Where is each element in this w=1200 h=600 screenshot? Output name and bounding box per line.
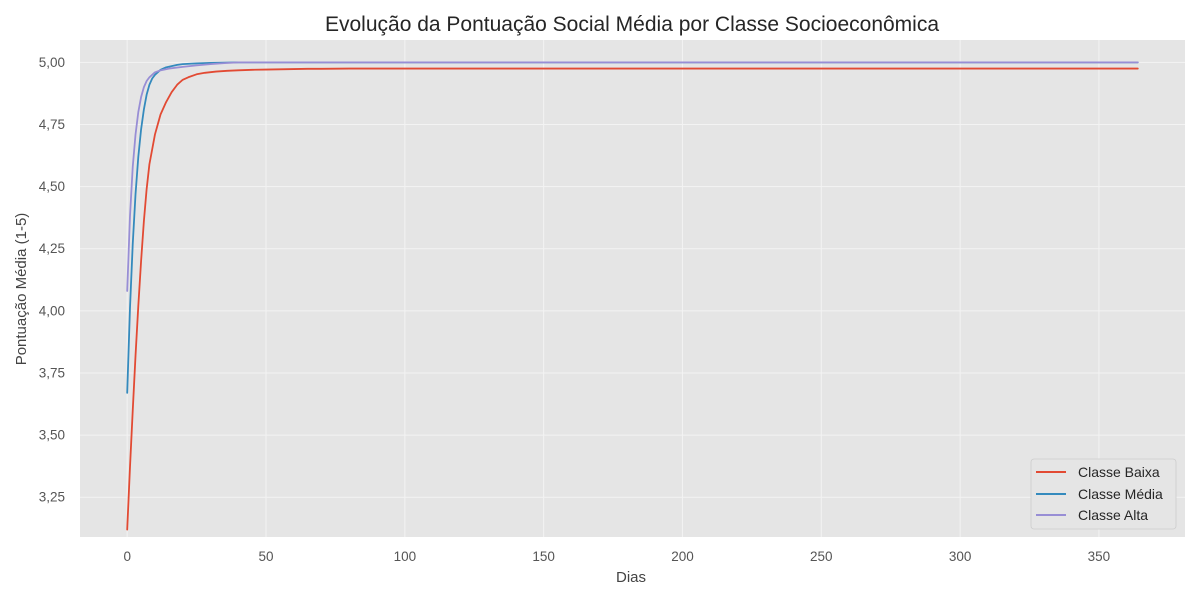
series-lines (126, 61, 1139, 531)
y-tick-label: 3,25 (39, 490, 65, 505)
series-line-classe-alta (126, 61, 1139, 292)
y-tick-label: 4,00 (39, 303, 65, 318)
x-tick-label: 50 (259, 549, 274, 564)
legend: Classe Baixa Classe Média Classe Alta (1030, 458, 1177, 530)
x-tick-label: 150 (532, 549, 555, 564)
series-line-classe-baixa (126, 67, 1139, 531)
x-tick-label: 350 (1088, 549, 1111, 564)
x-tick-label: 0 (123, 549, 131, 564)
y-tick-label: 4,50 (39, 179, 65, 194)
grid-lines (80, 40, 1185, 537)
chart-title: Evolução da Pontuação Social Média por C… (325, 13, 939, 36)
x-tick-label: 100 (394, 549, 417, 564)
legend-box (1030, 458, 1177, 530)
series-line-classe-media (126, 61, 1139, 394)
y-tick-label: 4,75 (39, 117, 65, 132)
y-tick-label: 3,75 (39, 365, 65, 380)
y-axis-label: Pontuação Média (1-5) (13, 213, 30, 366)
x-tick-label: 200 (671, 549, 694, 564)
legend-label-classe-media: Classe Média (1078, 486, 1163, 502)
x-tick-label: 250 (810, 549, 833, 564)
x-axis-ticks: 0 50 100 150 200 250 300 350 (123, 549, 1110, 564)
legend-label-classe-baixa: Classe Baixa (1078, 464, 1160, 480)
y-axis-ticks: 3,25 3,50 3,75 4,00 4,25 4,50 4,75 5,00 (39, 55, 65, 505)
plot-area (80, 40, 1185, 537)
legend-label-classe-alta: Classe Alta (1078, 507, 1148, 523)
x-tick-label: 300 (949, 549, 972, 564)
y-tick-label: 4,25 (39, 241, 65, 256)
y-tick-label: 5,00 (39, 55, 65, 70)
x-axis-label: Dias (616, 569, 646, 586)
y-tick-label: 3,50 (39, 428, 65, 443)
